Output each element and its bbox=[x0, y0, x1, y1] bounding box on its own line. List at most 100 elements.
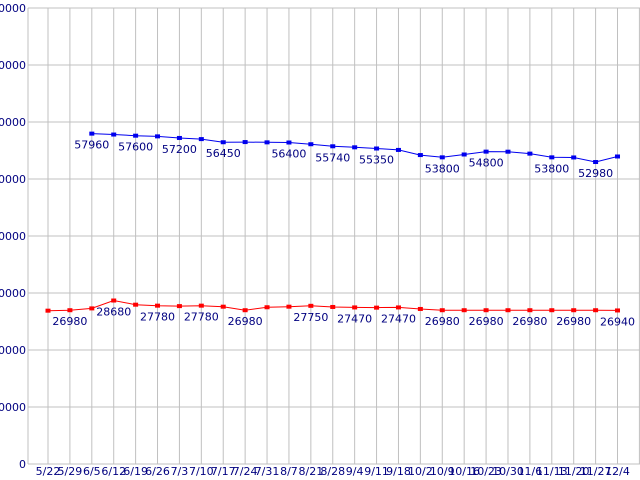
y-tick-label: 70000 bbox=[0, 59, 26, 72]
lower-red-line-value-label: 26980 bbox=[425, 315, 460, 328]
x-tick-label: 7/10 bbox=[189, 465, 214, 478]
lower-red-line-marker bbox=[439, 308, 445, 313]
upper-blue-line: 57960 57600 57200 56450 56400 55740 55350 53800… bbox=[74, 131, 621, 180]
upper-blue-line-value-label: 53800 bbox=[534, 162, 569, 175]
lower-red-line-value-label: 26980 bbox=[52, 315, 87, 328]
upper-blue-line-value-label: 54800 bbox=[469, 157, 504, 170]
lower-red-line-marker bbox=[593, 308, 599, 313]
lower-red-line-value-label: 27470 bbox=[337, 312, 372, 325]
upper-blue-line-value-label: 55350 bbox=[359, 154, 394, 167]
upper-blue-line-marker bbox=[527, 151, 533, 156]
upper-blue-line-marker bbox=[593, 160, 599, 165]
lower-red-line-value-label: 27470 bbox=[381, 312, 416, 325]
upper-blue-line-value-label: 55740 bbox=[315, 151, 350, 164]
lower-red-line-marker bbox=[571, 308, 577, 313]
x-tick-label: 6/19 bbox=[123, 465, 148, 478]
upper-blue-line-marker bbox=[439, 155, 445, 160]
upper-blue-line-marker bbox=[505, 149, 511, 154]
lower-red-line-marker bbox=[615, 308, 621, 313]
x-tick-label: 5/29 bbox=[58, 465, 83, 478]
upper-blue-line-marker bbox=[483, 149, 489, 154]
y-tick-label: 30000 bbox=[0, 287, 26, 300]
y-tick-label: 40000 bbox=[0, 230, 26, 243]
x-tick-label: 11/13 bbox=[536, 465, 568, 478]
lower-red-line-marker bbox=[89, 306, 95, 311]
x-tick-label: 10/9 bbox=[430, 465, 455, 478]
x-tick-label: 11/20 bbox=[558, 465, 590, 478]
upper-blue-line-marker bbox=[549, 155, 555, 160]
y-axis-labels: 0 10000 20000 30000 40000 50000 60000 70000 8000… bbox=[0, 2, 26, 471]
upper-blue-line-marker bbox=[220, 140, 226, 145]
y-tick-label: 50000 bbox=[0, 173, 26, 186]
upper-blue-line-marker bbox=[374, 146, 380, 151]
x-tick-label: 10/30 bbox=[492, 465, 524, 478]
lower-red-line-marker bbox=[111, 298, 117, 303]
upper-blue-line-marker bbox=[286, 140, 292, 145]
lower-red-line-marker bbox=[176, 304, 182, 309]
lower-red-line-value-label: 26940 bbox=[600, 315, 635, 328]
y-tick-label: 60000 bbox=[0, 116, 26, 129]
lower-red-line-marker bbox=[198, 303, 204, 308]
upper-blue-line-value-label: 56400 bbox=[271, 148, 306, 161]
upper-blue-line-marker bbox=[155, 134, 161, 139]
upper-blue-line-marker bbox=[176, 135, 182, 140]
lower-red-line-marker bbox=[155, 303, 161, 308]
upper-blue-line-marker bbox=[352, 145, 358, 150]
lower-red-line-marker bbox=[264, 305, 270, 310]
upper-blue-line-marker bbox=[242, 140, 248, 145]
lower-red-line-marker bbox=[242, 308, 248, 313]
upper-blue-line-marker bbox=[308, 142, 314, 147]
x-tick-label: 10/23 bbox=[470, 465, 502, 478]
lower-red-line-marker bbox=[374, 305, 380, 310]
lower-red-line-marker bbox=[483, 308, 489, 313]
lower-red-line-value-label: 27750 bbox=[293, 311, 328, 324]
lower-red-line-marker bbox=[395, 305, 401, 310]
lower-red-line-marker bbox=[352, 305, 358, 310]
x-tick-label: 8/21 bbox=[298, 465, 323, 478]
lower-red-line-marker bbox=[527, 308, 533, 313]
upper-blue-line-value-label: 52980 bbox=[578, 167, 613, 180]
lower-red-line-marker bbox=[308, 303, 314, 308]
lower-red-line-value-label: 26980 bbox=[469, 315, 504, 328]
upper-blue-line-marker bbox=[330, 144, 336, 149]
upper-blue-line-marker bbox=[264, 140, 270, 145]
x-tick-label: 8/28 bbox=[320, 465, 345, 478]
upper-blue-line-value-label: 56450 bbox=[206, 147, 241, 160]
lower-red-line-value-label: 28680 bbox=[96, 306, 131, 319]
x-tick-label: 12/4 bbox=[605, 465, 630, 478]
lower-red-line-marker bbox=[133, 302, 139, 307]
upper-blue-line-value-label: 57600 bbox=[118, 141, 153, 154]
upper-blue-line-value-label: 53800 bbox=[425, 162, 460, 175]
upper-blue-line-value-label: 57960 bbox=[74, 139, 109, 152]
x-tick-label: 10/16 bbox=[448, 465, 480, 478]
x-tick-label: 11/6 bbox=[518, 465, 543, 478]
upper-blue-line-value-label: 57200 bbox=[162, 143, 197, 156]
x-axis-labels: 5/225/29 6/5 6/126/196/26 7/3 7/107/177/247/… bbox=[36, 465, 630, 478]
lower-red-line-marker bbox=[330, 304, 336, 309]
upper-blue-line-marker bbox=[571, 155, 577, 160]
lower-red-line-value-label: 27780 bbox=[140, 311, 175, 324]
upper-blue-line-marker bbox=[615, 154, 621, 159]
x-tick-label: 6/5 bbox=[83, 465, 101, 478]
lower-red-line-marker bbox=[417, 306, 423, 311]
x-tick-label: 10/2 bbox=[408, 465, 433, 478]
upper-blue-line-marker bbox=[417, 153, 423, 158]
x-tick-label: 9/18 bbox=[386, 465, 411, 478]
upper-blue-line-marker bbox=[198, 137, 204, 142]
x-tick-label: 8/7 bbox=[280, 465, 298, 478]
lower-red-line-value-label: 27780 bbox=[184, 311, 219, 324]
x-tick-label: 6/26 bbox=[145, 465, 170, 478]
x-tick-label: 7/31 bbox=[255, 465, 280, 478]
x-tick-label: 7/3 bbox=[171, 465, 189, 478]
lower-red-line-marker bbox=[67, 308, 73, 313]
y-gridlines bbox=[28, 7, 640, 465]
y-tick-label: 10000 bbox=[0, 401, 26, 414]
y-tick-label: 20000 bbox=[0, 344, 26, 357]
x-tick-label: 9/11 bbox=[364, 465, 389, 478]
lower-red-line-marker bbox=[505, 308, 511, 313]
x-tick-label: 7/17 bbox=[211, 465, 236, 478]
upper-blue-line-marker bbox=[461, 152, 467, 157]
lower-red-line-marker bbox=[45, 308, 51, 313]
upper-blue-line-marker bbox=[395, 147, 401, 152]
